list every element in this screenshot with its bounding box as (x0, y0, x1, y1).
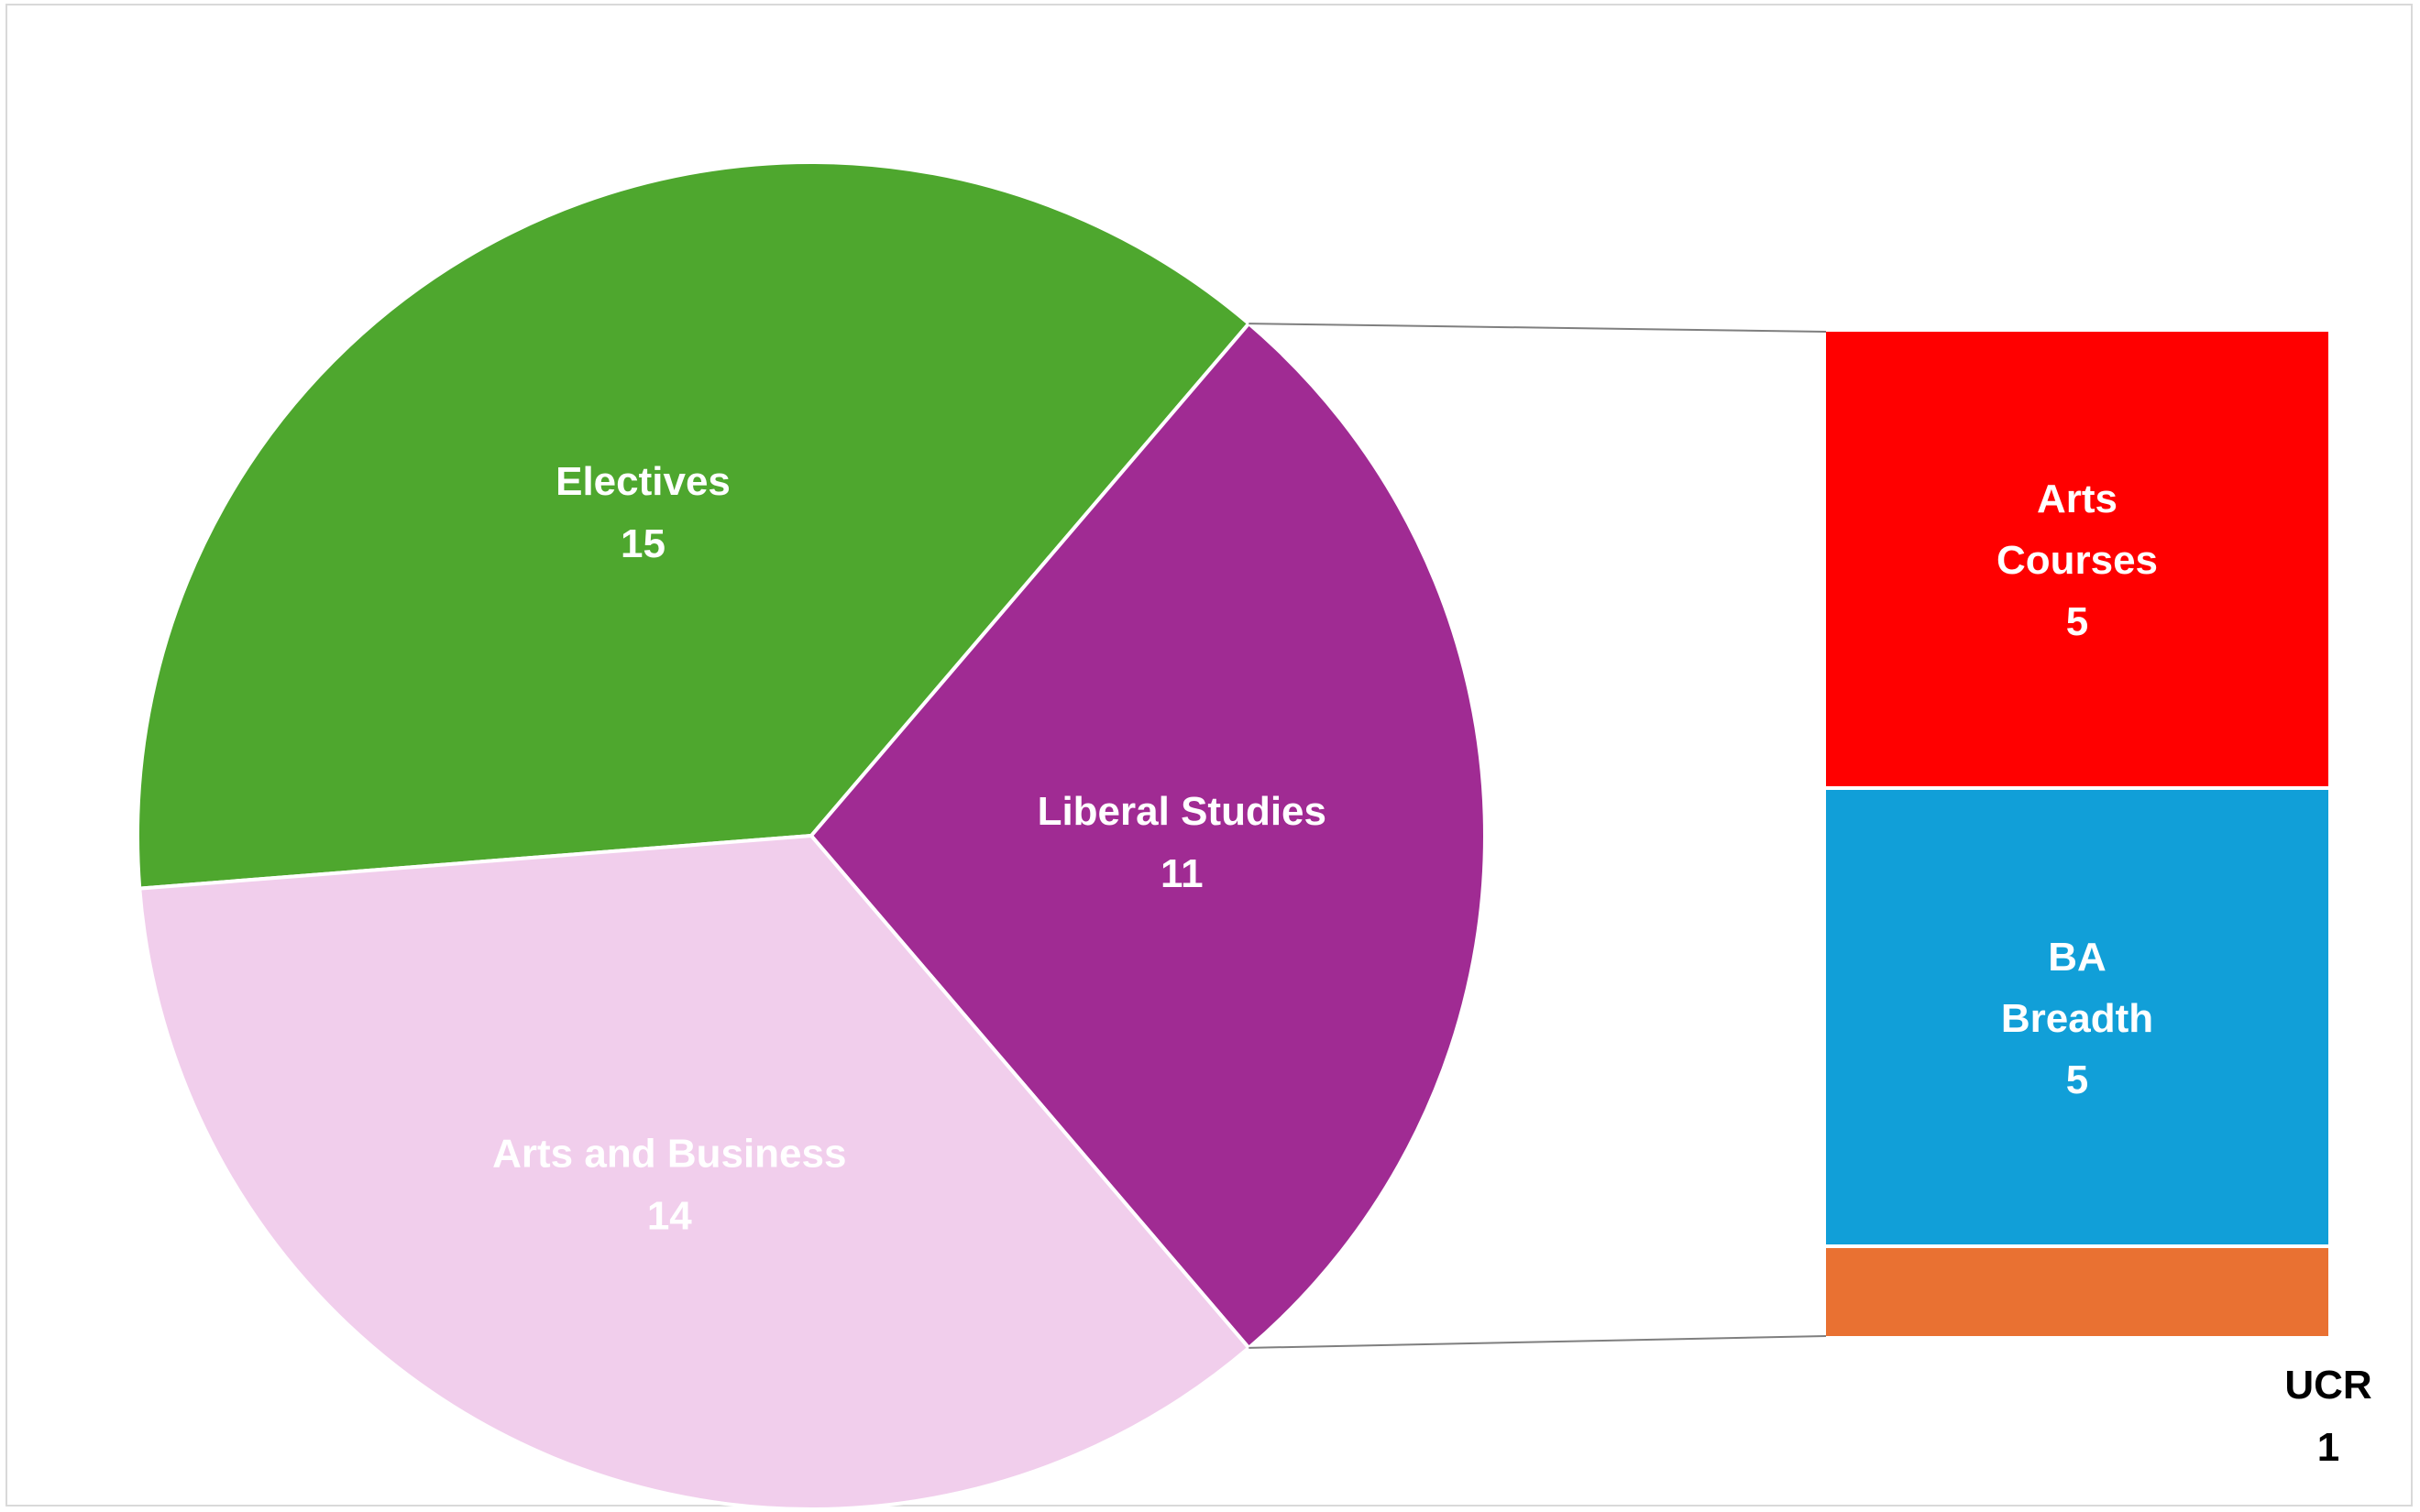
bar-label-ucr: UCR 1 (2284, 1363, 2371, 1470)
connector-line-top (1248, 323, 1827, 333)
connector-lines (1248, 323, 1827, 1349)
pie-group (136, 160, 1487, 1511)
pie-label-electives: Electives 15 (556, 459, 731, 566)
bar-segment-arts-courses (1826, 332, 2328, 786)
data-labels: Electives 15 Liberal Studies 11 Arts and Bus… (492, 459, 2372, 1470)
bar-label-arts-courses: Arts Courses 5 (1996, 477, 2158, 644)
bar-segment-ucr (1826, 1248, 2328, 1336)
pie-label-arts-and-business: Arts and Business 14 (492, 1132, 846, 1239)
stacked-bar-group (1826, 332, 2328, 1336)
pie-label-liberal-studies: Liberal Studies 11 (1038, 789, 1326, 896)
bar-segment-ba-breadth (1826, 790, 2328, 1244)
pie-slice-electives (136, 160, 1251, 891)
pie-slice-liberal-studies (809, 322, 1487, 1350)
connector-line-bottom (1248, 1335, 1827, 1349)
bar-label-ba-breadth: BA Breadth 5 (2001, 935, 2153, 1102)
pie-slice-arts-and-business (138, 834, 1251, 1511)
